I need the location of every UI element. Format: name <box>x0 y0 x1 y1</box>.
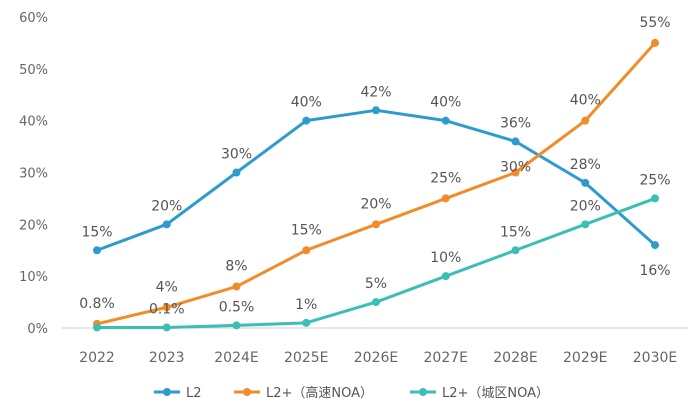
data-point <box>581 116 590 125</box>
data-label: 40% <box>430 95 461 111</box>
y-tick-label: 50% <box>19 63 48 78</box>
x-tick-label: 2027E <box>424 350 468 366</box>
data-label: 0.1% <box>149 301 185 317</box>
series-layer <box>93 38 659 332</box>
data-label: 25% <box>430 170 461 186</box>
data-point <box>581 220 590 229</box>
x-tick-label: 2030E <box>633 350 677 366</box>
data-label: 25% <box>639 172 670 188</box>
data-label-layer: 15% 20% 30% 40% 42% 40% 36% 28% 16% 0.8% 4% 8% 15% 20… <box>79 15 670 318</box>
data-label: 0.8% <box>79 296 115 312</box>
data-label: 30% <box>500 160 531 176</box>
data-point <box>302 318 311 327</box>
y-tick-label: 40% <box>19 115 48 130</box>
data-point <box>162 220 171 229</box>
data-label: 42% <box>360 84 391 100</box>
x-tick-label: 2022 <box>79 350 115 366</box>
data-label: 5% <box>365 276 387 292</box>
data-label: 15% <box>291 222 322 238</box>
data-label: 20% <box>151 198 182 214</box>
data-point <box>651 241 659 250</box>
data-point <box>232 321 241 330</box>
data-point <box>162 323 171 332</box>
x-tick-label: 2028E <box>493 350 537 366</box>
data-point <box>511 168 520 177</box>
x-tick-label: 2026E <box>354 350 398 366</box>
data-label: 55% <box>639 15 670 31</box>
data-label: 30% <box>221 147 252 163</box>
data-point <box>302 116 311 125</box>
data-label: 4% <box>156 279 178 295</box>
data-point <box>232 168 241 177</box>
data-label: 40% <box>291 95 322 111</box>
data-label: 36% <box>500 115 531 131</box>
data-point <box>372 106 380 115</box>
data-label: 16% <box>639 263 670 279</box>
legend: L2 L2+（高速NOA） L2+（城区NOA） <box>154 385 549 401</box>
data-point <box>581 178 590 187</box>
data-label: 1% <box>295 297 317 313</box>
x-tick-label: 2025E <box>284 350 328 366</box>
data-point <box>511 137 520 146</box>
data-label: 10% <box>430 250 461 266</box>
data-point <box>441 272 450 281</box>
y-tick-label: 30% <box>19 167 48 182</box>
data-label: 8% <box>225 259 247 275</box>
data-point <box>372 220 380 229</box>
data-point <box>651 38 659 47</box>
y-tick-label: 0% <box>27 322 48 337</box>
y-tick-label: 20% <box>19 218 48 233</box>
data-point <box>162 303 171 312</box>
data-point <box>232 282 241 291</box>
x-axis: 2022 2023 2024E 2025E 2026E 2027E 2028E 2029E 20… <box>79 350 677 366</box>
y-axis: 0% 10% 20% 30% 40% 50% 60% <box>19 11 48 337</box>
legend-label: L2+（城区NOA） <box>442 386 549 401</box>
y-tick-label: 10% <box>19 270 48 285</box>
data-label: 15% <box>81 224 112 240</box>
data-label: 20% <box>570 198 601 214</box>
legend-label: L2+（高速NOA） <box>266 385 373 401</box>
x-tick-label: 2029E <box>563 350 607 366</box>
data-label: 28% <box>570 157 601 173</box>
data-point <box>651 194 659 203</box>
data-label: 20% <box>360 196 391 212</box>
x-tick-label: 2023 <box>149 350 185 366</box>
y-tick-label: 60% <box>19 11 48 26</box>
data-point <box>302 246 311 255</box>
legend-swatch-marker <box>243 388 251 396</box>
legend-swatch-marker <box>419 388 427 396</box>
data-label: 40% <box>570 93 601 109</box>
data-point <box>93 323 101 332</box>
legend-label: L2 <box>186 386 202 401</box>
legend-swatch-marker <box>163 388 171 396</box>
data-point <box>93 246 101 255</box>
data-label: 0.5% <box>219 299 255 315</box>
data-label: 15% <box>500 224 531 240</box>
data-point <box>441 194 450 203</box>
data-point <box>441 116 450 125</box>
x-tick-label: 2024E <box>214 350 258 366</box>
data-point <box>511 246 520 255</box>
data-point <box>372 298 380 307</box>
